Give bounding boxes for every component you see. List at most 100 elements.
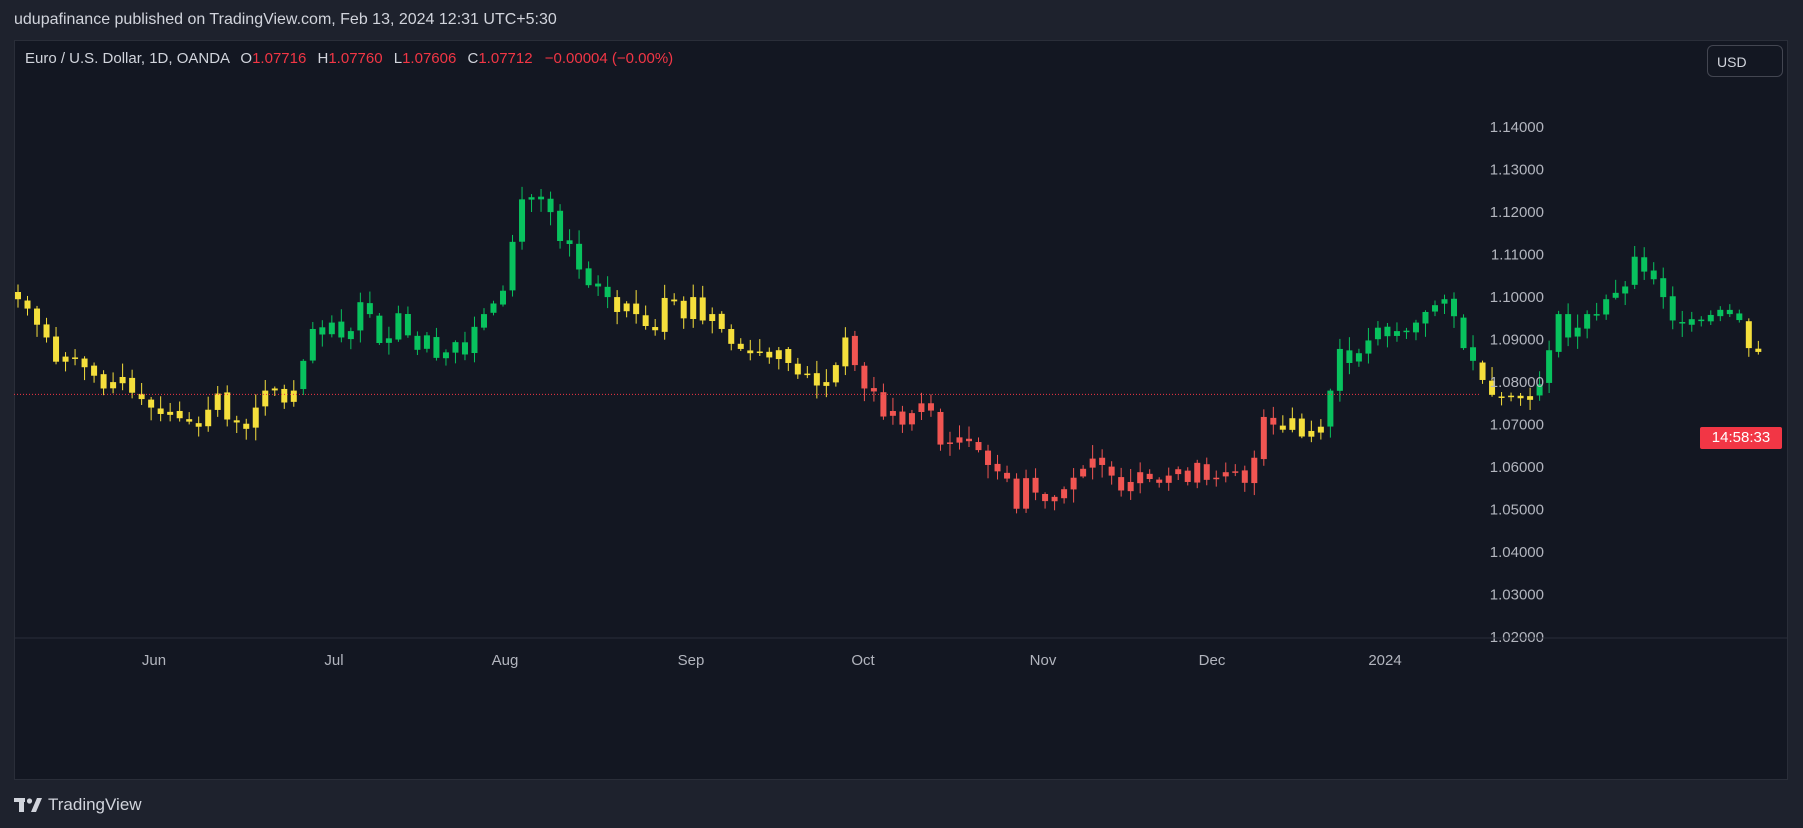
candle (1698, 316, 1705, 327)
candle (966, 426, 972, 447)
candle (414, 331, 421, 356)
candle-body (1156, 479, 1163, 483)
candle-body (148, 399, 155, 408)
candle-body (1279, 425, 1286, 430)
candle (604, 276, 611, 309)
candle-body (1032, 477, 1039, 493)
close-label: C (467, 50, 479, 67)
candle-body (1650, 270, 1657, 280)
candle (1536, 371, 1543, 401)
candle (623, 301, 630, 318)
candle-body (975, 442, 982, 451)
candle-body (1355, 353, 1362, 362)
candle-body (290, 390, 297, 402)
candle (43, 317, 50, 343)
candle-body (699, 297, 706, 321)
candle-body (176, 410, 183, 419)
candle-body (1203, 464, 1210, 480)
symbol-label[interactable]: Euro / U.S. Dollar, 1D, OANDA (25, 50, 230, 67)
candle (129, 369, 136, 399)
low-value: 1.07606 (402, 50, 457, 67)
candle-body (671, 299, 678, 302)
candle (614, 290, 621, 325)
candle (1137, 462, 1144, 494)
candle-body (357, 302, 364, 331)
close-value: 1.07712 (478, 50, 533, 67)
candle (1755, 340, 1762, 355)
candle (1004, 465, 1011, 483)
candle-body (1061, 489, 1068, 499)
candle (528, 194, 535, 213)
time-axis[interactable]: Jun Jul Aug Sep Oct Nov Dec 2024 (14, 637, 1788, 669)
candle-body (557, 210, 564, 241)
candle (908, 409, 915, 431)
candle (1489, 367, 1496, 397)
candle (81, 356, 88, 381)
candle-body (195, 423, 202, 427)
candle-body (81, 358, 88, 368)
candle (385, 326, 392, 355)
candle-body (614, 297, 621, 312)
candle (1099, 449, 1106, 478)
chart-panel[interactable] (14, 40, 1788, 780)
candle-body (129, 377, 136, 393)
candle-body (1736, 313, 1743, 321)
candle-body (1698, 319, 1705, 322)
candle-body (1089, 458, 1096, 468)
candle-body (756, 351, 763, 354)
candle (15, 284, 21, 308)
candle (366, 291, 373, 318)
candle-body (1127, 481, 1134, 492)
candle-body (1593, 314, 1600, 316)
candle (633, 290, 640, 324)
candle-body (1184, 470, 1191, 482)
candle-body (1298, 418, 1305, 437)
candle (595, 275, 602, 296)
candle (1070, 468, 1077, 503)
currency-button[interactable]: USD (1707, 45, 1783, 77)
candle-body (1108, 466, 1115, 476)
candle-body (1470, 347, 1477, 361)
price-tick-label: 1.04000 (1490, 544, 1544, 561)
candle-body (813, 373, 820, 386)
candle-body (1546, 350, 1553, 383)
candle-body (1099, 457, 1106, 465)
candle-body (766, 351, 773, 358)
candle (471, 316, 478, 363)
candle (851, 330, 858, 371)
candle (1527, 387, 1534, 410)
candle (1213, 470, 1220, 487)
candle-body (1669, 296, 1676, 321)
price-tick-label: 1.08000 (1490, 374, 1544, 391)
candle-body (366, 303, 373, 315)
candle-body (24, 300, 31, 309)
footer-branding[interactable]: TradingView (14, 793, 142, 817)
price-tick-label: 1.11000 (1491, 247, 1544, 264)
candle-body (509, 241, 516, 291)
price-tick-label: 1.09000 (1490, 332, 1544, 349)
candle-body (585, 268, 592, 286)
candle-body (500, 290, 507, 305)
bar-countdown-badge: 14:58:33 (1700, 427, 1782, 449)
candle-body (1393, 331, 1400, 336)
candle (1745, 318, 1752, 357)
candle-body (1336, 348, 1343, 391)
candle (243, 418, 250, 440)
candle-body (471, 326, 478, 354)
candle (1260, 409, 1267, 466)
candlestick-chart[interactable]: 1.14000 1.13000 1.12000 1.11000 1.10000 1.090… (14, 40, 1788, 780)
candle-body (43, 324, 50, 338)
candle-body (62, 356, 69, 362)
price-tick-label: 1.12000 (1490, 204, 1544, 221)
candle-body (861, 365, 868, 389)
candle-body (385, 338, 392, 343)
candle-body (832, 365, 839, 383)
candle-body (1508, 395, 1515, 398)
time-tick-label: Dec (1199, 652, 1226, 669)
candle-body (1004, 472, 1011, 479)
candle (870, 376, 877, 402)
price-axis[interactable]: 1.14000 1.13000 1.12000 1.11000 1.10000 1.090… (1466, 40, 1544, 780)
candle-body (927, 403, 934, 411)
candle (110, 372, 117, 394)
candle (24, 295, 31, 316)
